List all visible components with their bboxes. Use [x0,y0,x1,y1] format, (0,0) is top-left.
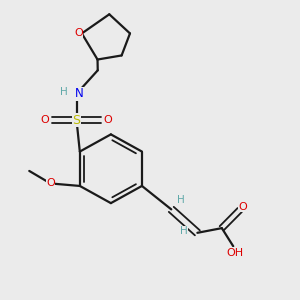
Text: O: O [74,28,83,38]
Text: O: O [238,202,247,212]
Text: O: O [104,115,112,125]
Text: N: N [75,87,83,100]
Text: H: H [60,87,68,97]
Text: S: S [73,114,80,127]
Text: H: H [180,226,188,236]
Text: OH: OH [226,248,243,257]
Text: H: H [176,195,184,205]
Text: O: O [46,178,55,188]
Text: O: O [40,115,49,125]
